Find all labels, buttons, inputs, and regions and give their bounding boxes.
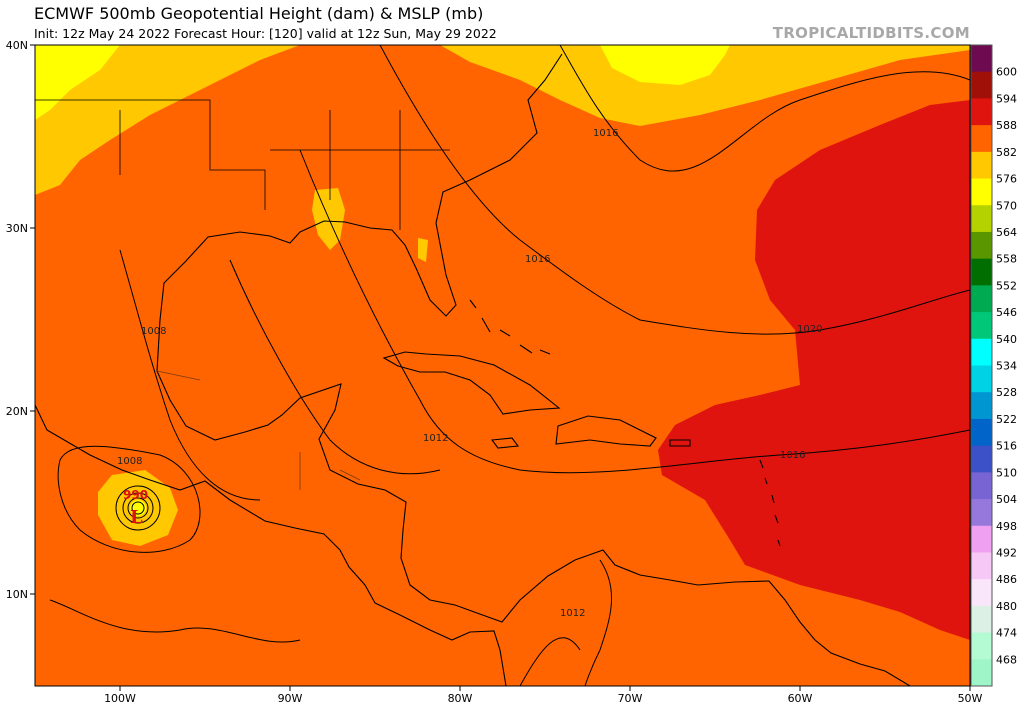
isobars bbox=[49, 45, 970, 686]
map-title: ECMWF 500mb Geopotential Height (dam) & … bbox=[34, 4, 484, 23]
colorbar-swatch bbox=[971, 632, 992, 660]
colorbar: 600 594 588 582 576 570 564 558 552 546 540 534 528 5… bbox=[970, 44, 1017, 687]
map-subtitle: Init: 12z May 24 2022 Forecast Hour: [12… bbox=[34, 26, 497, 41]
low-pressure-symbol: L bbox=[130, 507, 143, 528]
lat-tick-label: 30N bbox=[6, 222, 28, 235]
height-fill-570-north bbox=[600, 45, 730, 85]
height-fill-576-gulfcoast bbox=[312, 188, 428, 262]
lon-tick-label: 90W bbox=[278, 692, 303, 705]
height-fill-588 bbox=[658, 100, 970, 640]
low-pressure-value: 990 bbox=[123, 488, 148, 502]
colorbar-swatch bbox=[971, 552, 992, 580]
isobar-label: 1008 bbox=[117, 456, 142, 467]
colorbar-swatch bbox=[971, 365, 992, 393]
colorbar-label: 492 bbox=[996, 546, 1017, 559]
colorbar-label: 588 bbox=[996, 119, 1017, 132]
lon-tick-label: 50W bbox=[958, 692, 983, 705]
colorbar-swatch bbox=[971, 258, 992, 286]
colorbar-swatch bbox=[971, 205, 992, 233]
colorbar-swatch bbox=[971, 151, 992, 180]
coastlines bbox=[35, 53, 911, 686]
lon-tick-label: 70W bbox=[618, 692, 643, 705]
lat-tick-label: 40N bbox=[6, 39, 28, 52]
colorbar-label: 498 bbox=[996, 520, 1017, 533]
colorbar-label: 504 bbox=[996, 493, 1017, 506]
colorbar-swatch bbox=[971, 231, 992, 260]
colorbar-swatch bbox=[971, 312, 992, 340]
colorbar-label: 468 bbox=[996, 653, 1017, 666]
colorbar-label: 516 bbox=[996, 440, 1017, 453]
colorbar-label: 480 bbox=[996, 600, 1017, 613]
height-fill-576-northwest bbox=[35, 45, 300, 195]
isobar-label: 1008 bbox=[141, 326, 166, 337]
colorbar-swatch bbox=[971, 178, 992, 206]
colorbar-swatch bbox=[971, 285, 992, 313]
colorbar-swatch bbox=[971, 338, 992, 366]
colorbar-swatch bbox=[971, 525, 992, 553]
colorbar-label: 534 bbox=[996, 360, 1017, 373]
lon-ticks: 100W 90W 80W 70W 60W 50W bbox=[104, 686, 983, 705]
isobar-label: 1020 bbox=[797, 324, 822, 335]
lon-tick-label: 60W bbox=[788, 692, 813, 705]
lon-tick-label: 100W bbox=[104, 692, 136, 705]
isobar-label: 1016 bbox=[780, 450, 805, 461]
brand-watermark: TROPICALTIDBITS.COM bbox=[772, 24, 970, 42]
colorbar-swatch bbox=[971, 125, 992, 153]
lon-tick-label: 80W bbox=[448, 692, 473, 705]
colorbar-swatch bbox=[971, 605, 992, 634]
colorbar-swatch bbox=[971, 418, 992, 447]
colorbar-label: 474 bbox=[996, 627, 1017, 640]
isobar-label: 1012 bbox=[423, 433, 448, 444]
colorbar-label: 558 bbox=[996, 253, 1017, 266]
colorbar-label: 552 bbox=[996, 279, 1017, 292]
colorbar-label: 528 bbox=[996, 386, 1017, 399]
colorbar-swatch bbox=[971, 472, 992, 500]
isobar-label: 1016 bbox=[593, 128, 618, 139]
colorbar-label: 594 bbox=[996, 92, 1017, 105]
height-fill-576-north bbox=[440, 45, 970, 126]
bahamas bbox=[469, 299, 551, 355]
map-frame bbox=[34, 44, 971, 687]
colorbar-swatch bbox=[971, 499, 992, 527]
colorbar-label: 522 bbox=[996, 413, 1017, 426]
colorbar-label: 564 bbox=[996, 226, 1017, 239]
cuba-coast bbox=[382, 351, 561, 415]
colorbar-label: 546 bbox=[996, 306, 1017, 319]
colorbar-swatch bbox=[971, 71, 992, 99]
colorbar-swatch bbox=[971, 392, 992, 420]
colorbar-swatch bbox=[971, 445, 992, 473]
colorbar-swatch bbox=[971, 98, 992, 126]
colorbar-label: 570 bbox=[996, 199, 1017, 212]
lesser-antilles bbox=[759, 459, 781, 547]
colorbar-label: 600 bbox=[996, 66, 1017, 79]
isobar-labels: 1016 1016 1020 1016 1012 1012 1008 1008 bbox=[117, 128, 822, 619]
isobar-label: 1012 bbox=[560, 608, 585, 619]
colorbar-label: 576 bbox=[996, 173, 1017, 186]
colorbar-label: 510 bbox=[996, 466, 1017, 479]
colorbar-swatch bbox=[971, 659, 992, 687]
colorbar-label: 540 bbox=[996, 333, 1017, 346]
hispaniola-coast bbox=[555, 415, 657, 447]
colorbar-label: 582 bbox=[996, 146, 1017, 159]
lat-tick-label: 20N bbox=[6, 405, 28, 418]
puerto-rico-coast bbox=[669, 439, 691, 447]
lat-tick-label: 10N bbox=[6, 588, 28, 601]
lat-ticks: 40N 30N 20N 10N bbox=[6, 39, 35, 601]
colorbar-label: 486 bbox=[996, 573, 1017, 586]
borders bbox=[35, 99, 450, 490]
colorbar-swatch bbox=[971, 579, 992, 607]
colorbar-frame bbox=[970, 44, 993, 687]
height-fill-570-northwest bbox=[35, 45, 120, 120]
jamaica-coast bbox=[490, 437, 520, 449]
isobar-label: 1016 bbox=[525, 254, 550, 265]
colorbar-swatch bbox=[971, 45, 992, 73]
